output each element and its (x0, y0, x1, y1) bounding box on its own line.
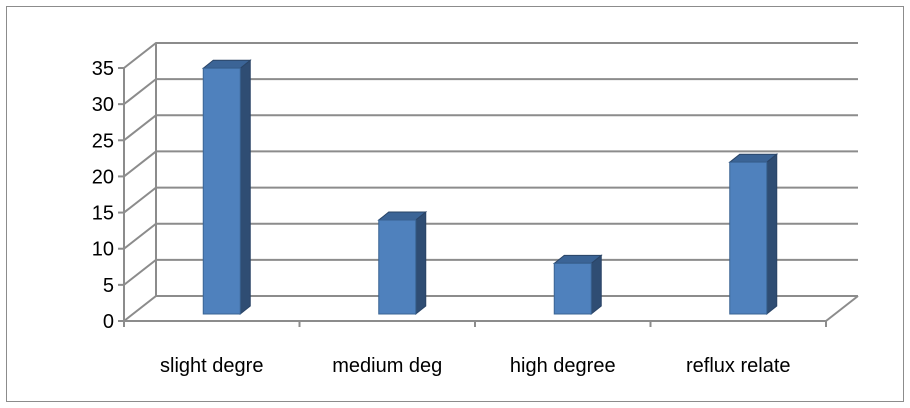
grid-layer (123, 42, 859, 322)
bar-side (766, 153, 778, 316)
x-category-label: slight degre (160, 355, 263, 377)
bar-front (729, 161, 768, 315)
bar-layer (201, 59, 779, 316)
y-tick-label: 10 (92, 239, 114, 261)
axis-layer (118, 67, 827, 327)
bar-side (590, 254, 602, 316)
y-tick-label: 20 (92, 166, 114, 188)
y-tick-label: 30 (92, 94, 114, 116)
bar-4 (728, 153, 779, 316)
x-category-label: reflux relate (686, 355, 791, 377)
bar-3 (552, 254, 603, 316)
y-tick-label: 25 (92, 130, 114, 152)
y-tick-label: 35 (92, 58, 114, 80)
y-tick-label: 15 (92, 203, 114, 225)
bar-front (202, 67, 241, 315)
bar-front (553, 262, 592, 315)
floor-right-edge (825, 295, 859, 322)
bar-side (415, 210, 427, 316)
x-category-label: medium deg (332, 355, 442, 377)
y-tick-label: 5 (103, 275, 114, 297)
label-layer: 0 5 10 15 20 25 30 35 slight degre medium deg high… (92, 58, 791, 377)
x-category-label: high degree (510, 355, 616, 377)
bar-front (378, 219, 417, 315)
bar-1 (201, 59, 252, 316)
bar-2 (377, 210, 428, 316)
bar-side (239, 59, 251, 316)
y-tick-label: 0 (103, 311, 114, 333)
